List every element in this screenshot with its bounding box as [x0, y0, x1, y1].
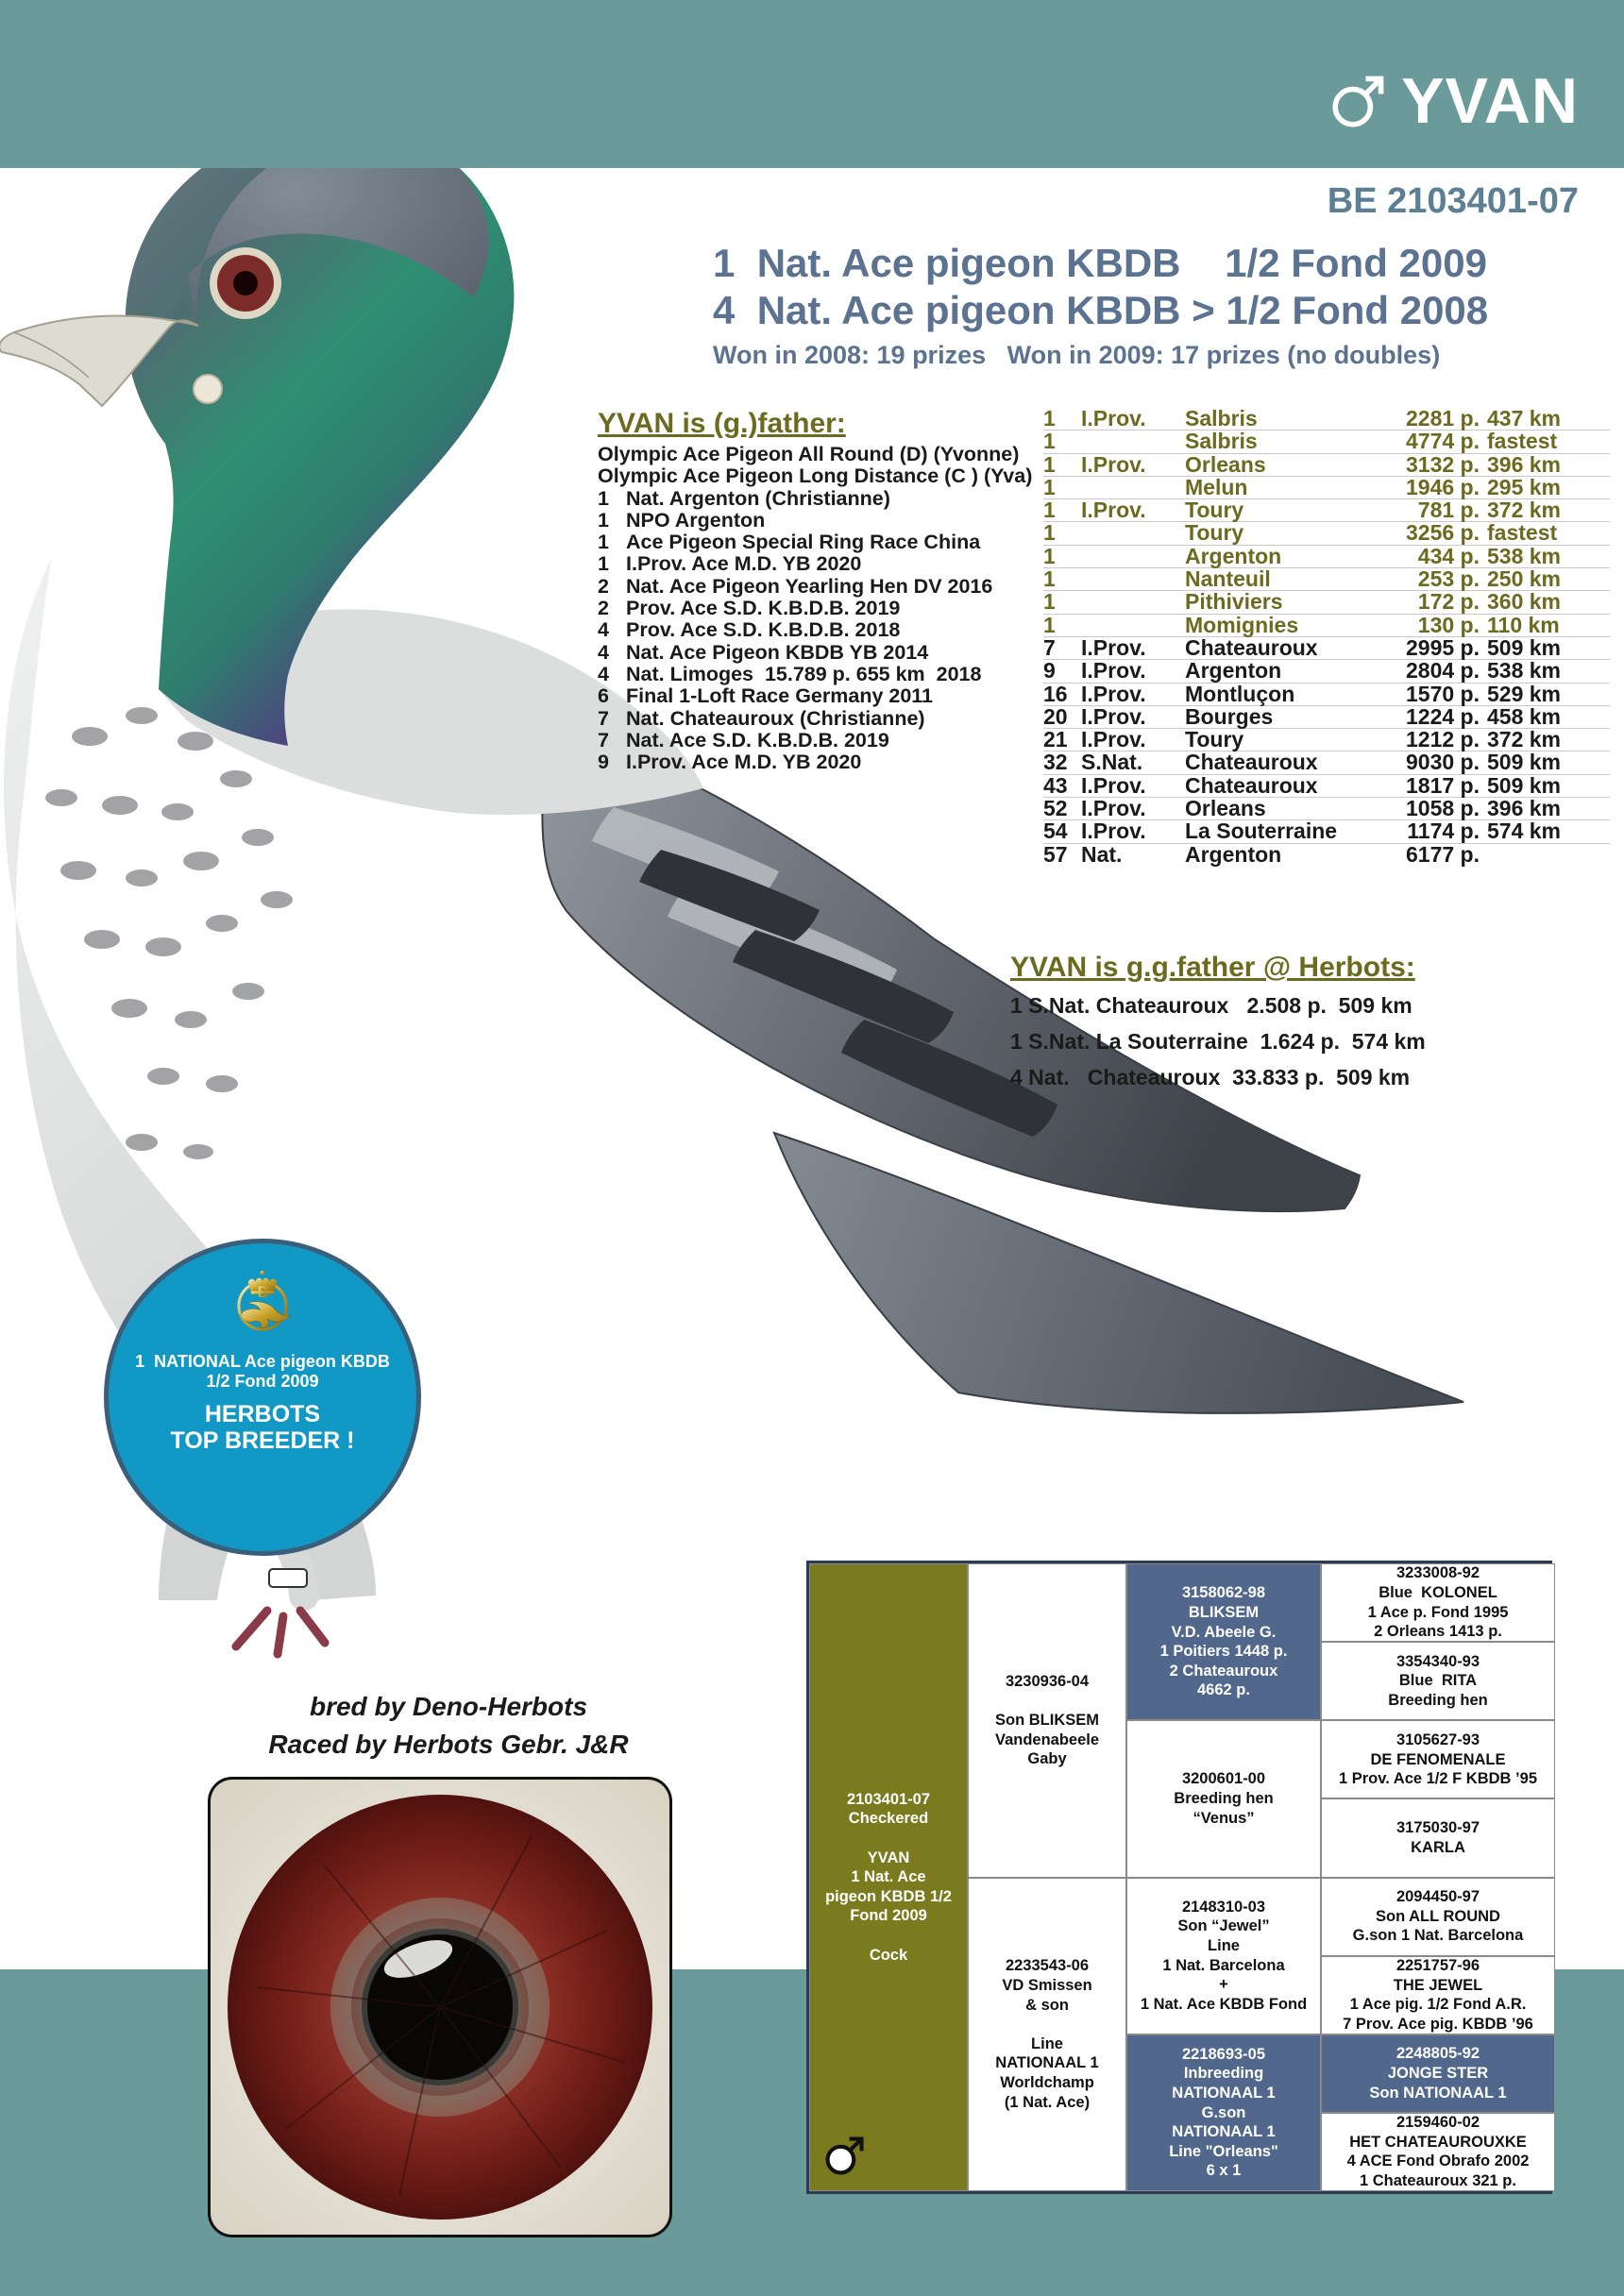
- svg-text:B: B: [258, 1283, 269, 1301]
